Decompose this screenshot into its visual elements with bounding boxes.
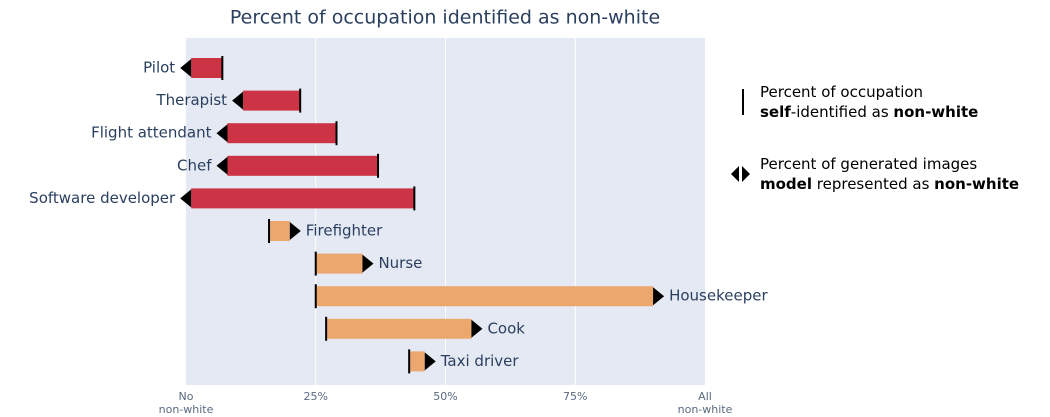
category-label: Software developer bbox=[29, 189, 176, 207]
bar bbox=[315, 253, 363, 274]
category-label: Cook bbox=[487, 319, 525, 337]
category-label: Pilot bbox=[143, 59, 175, 77]
bar bbox=[315, 286, 654, 307]
model-arrow bbox=[216, 156, 228, 175]
category-label: Nurse bbox=[378, 254, 422, 272]
category-label: Taxi driver bbox=[440, 352, 520, 370]
bar bbox=[191, 58, 223, 78]
legend-text: model represented as non-white bbox=[760, 175, 1019, 193]
x-tick-label: 25% bbox=[303, 390, 328, 403]
category-label: Firefighter bbox=[306, 222, 383, 240]
category-label: Housekeeper bbox=[669, 287, 768, 305]
legend-segment: Percent of generated images bbox=[760, 155, 977, 173]
legend-segment: self bbox=[760, 103, 791, 121]
legend-segment: model bbox=[760, 175, 812, 193]
legend-segment: Percent of occupation bbox=[760, 83, 923, 101]
model-arrow bbox=[180, 189, 192, 208]
bar bbox=[227, 155, 379, 176]
model-arrow bbox=[424, 352, 436, 371]
model-arrow bbox=[180, 59, 192, 77]
model-arrow bbox=[232, 91, 244, 110]
bar bbox=[269, 221, 290, 241]
chart-title: Percent of occupation identified as non-… bbox=[230, 7, 660, 29]
category-label: Flight attendant bbox=[91, 124, 212, 142]
model-arrow bbox=[653, 287, 665, 306]
legend-text: Percent of generated images bbox=[760, 155, 977, 173]
legend-segment: represented as bbox=[812, 175, 934, 193]
model-arrow bbox=[289, 222, 301, 240]
x-tick-label: 50% bbox=[433, 390, 458, 403]
x-tick-label: All non-white bbox=[677, 390, 733, 416]
model-arrow bbox=[471, 319, 483, 338]
legend-model-icon bbox=[731, 166, 750, 182]
bar bbox=[326, 318, 472, 339]
bar bbox=[191, 188, 415, 209]
bar bbox=[243, 90, 301, 111]
model-arrow bbox=[216, 124, 228, 143]
legend-text: Percent of occupation bbox=[760, 83, 923, 101]
x-tick-label: No non-white bbox=[158, 390, 214, 416]
category-label: Therapist bbox=[155, 91, 227, 109]
legend-segment: non-white bbox=[893, 103, 978, 121]
legend-segment: non-white bbox=[934, 175, 1019, 193]
category-label: Chef bbox=[177, 156, 212, 174]
bar bbox=[409, 351, 425, 372]
x-tick-label: 75% bbox=[563, 390, 588, 403]
legend-text: self-identified as non-white bbox=[760, 103, 978, 121]
bar bbox=[227, 123, 337, 144]
legend-segment: -identified as bbox=[791, 103, 894, 121]
model-arrow bbox=[362, 254, 374, 273]
